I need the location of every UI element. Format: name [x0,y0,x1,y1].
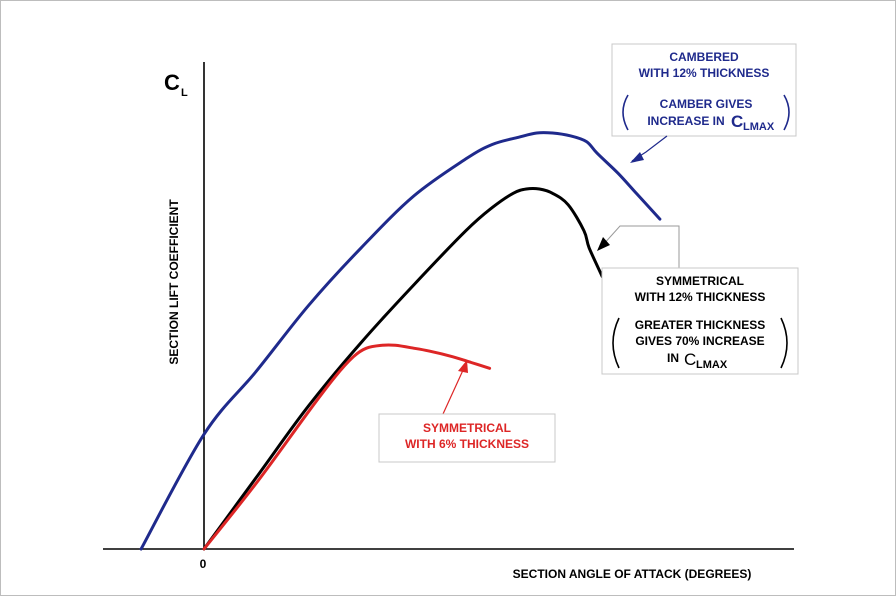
annotation-cambered-line-2: WITH 12% THICKNESS [639,66,770,80]
y-axis-symbol-subscript: L [181,87,188,99]
annotation-sym12-paren-line-2: GIVES 70% INCREASE [635,334,764,348]
curve-symmetrical-6 [202,343,492,551]
annotation-cambered-paren-line-1: CAMBER GIVES [660,97,753,111]
annotation-cambered-line-1: CAMBERED [669,50,739,64]
annotation-cambered-paren-left [622,94,629,131]
annotation-sym6-leader [442,367,465,415]
annotation-sym12: SYMMETRICAL WITH 12% THICKNESS GREATER T… [597,225,799,375]
annotation-sym12-paren-right [780,317,788,369]
annotation-sym12-paren-line-3: IN [667,351,679,365]
annotation-cambered: CAMBERED WITH 12% THICKNESS CAMBER GIVES… [611,43,797,163]
annotation-sym6: SYMMETRICAL WITH 6% THICKNESS [378,360,556,463]
annotation-sym12-paren-left [612,317,620,369]
annotation-sym6-line-2: WITH 6% THICKNESS [405,437,529,451]
annotation-sym12-clmax-subscript: LMAX [696,359,728,371]
x-axis-label: SECTION ANGLE OF ATTACK (DEGREES) [513,567,752,581]
annotation-cambered-paren-line-2: INCREASE IN [647,114,724,128]
annotation-cambered-clmax-symbol: C [731,112,743,131]
annotation-cambered-box [611,43,797,137]
annotation-sym12-paren-line-1: GREATER THICKNESS [635,318,765,332]
annotation-sym6-line-1: SYMMETRICAL [423,421,511,435]
annotation-cambered-paren-right [783,94,790,131]
annotation-sym12-box [601,267,799,375]
curve-cambered-12 [139,131,662,551]
annotation-sym12-clmax-symbol: C [684,350,696,369]
curve-symmetrical-12 [202,186,604,551]
annotation-sym6-arrowhead [458,360,468,373]
annotation-sym12-leader [601,225,680,268]
annotation-sym6-box [378,413,556,463]
annotation-sym12-arrowhead [597,237,610,251]
annotation-sym12-line-1: SYMMETRICAL [656,274,744,288]
annotation-cambered-clmax-subscript: LMAX [743,121,775,133]
y-axis-symbol: C [164,70,180,95]
annotation-cambered-arrowhead [630,152,644,163]
y-axis-label: SECTION LIFT COEFFICIENT [167,199,181,365]
annotation-sym12-line-2: WITH 12% THICKNESS [635,290,766,304]
x-tick-label-0: 0 [200,557,207,571]
